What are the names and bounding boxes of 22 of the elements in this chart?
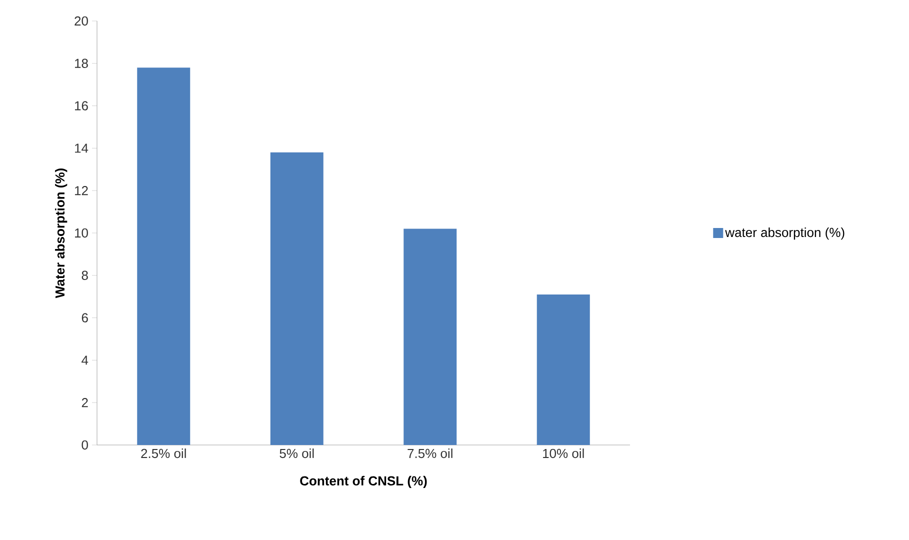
y-tick-label: 18	[75, 58, 88, 68]
x-tick-label: 2.5% oil	[141, 448, 186, 458]
y-tick-label: 2	[82, 398, 88, 408]
bar	[404, 228, 457, 445]
x-axis-title: Content of CNSL (%)	[300, 476, 427, 488]
legend-label: water absorption (%)	[725, 228, 844, 240]
y-tick-label: 14	[75, 144, 88, 153]
y-tick-label: 12	[75, 186, 88, 196]
y-tick-label: 16	[75, 101, 88, 110]
y-tick-label: 0	[82, 440, 88, 450]
bar	[270, 152, 324, 445]
x-tick-label: 10% oil	[543, 448, 584, 458]
y-tick-label: 8	[82, 270, 88, 280]
x-tick-label: 7.5% oil	[408, 448, 452, 458]
bar	[137, 68, 190, 445]
y-tick-label: 6	[82, 313, 88, 322]
x-tick-label: 5% oil	[280, 448, 314, 458]
bar	[536, 294, 590, 445]
y-tick-label: 20	[74, 16, 88, 26]
y-tick-label: 10	[75, 228, 88, 238]
y-axis-title: Water absorption (%)	[55, 168, 68, 298]
y-tick-label: 4	[82, 356, 88, 365]
